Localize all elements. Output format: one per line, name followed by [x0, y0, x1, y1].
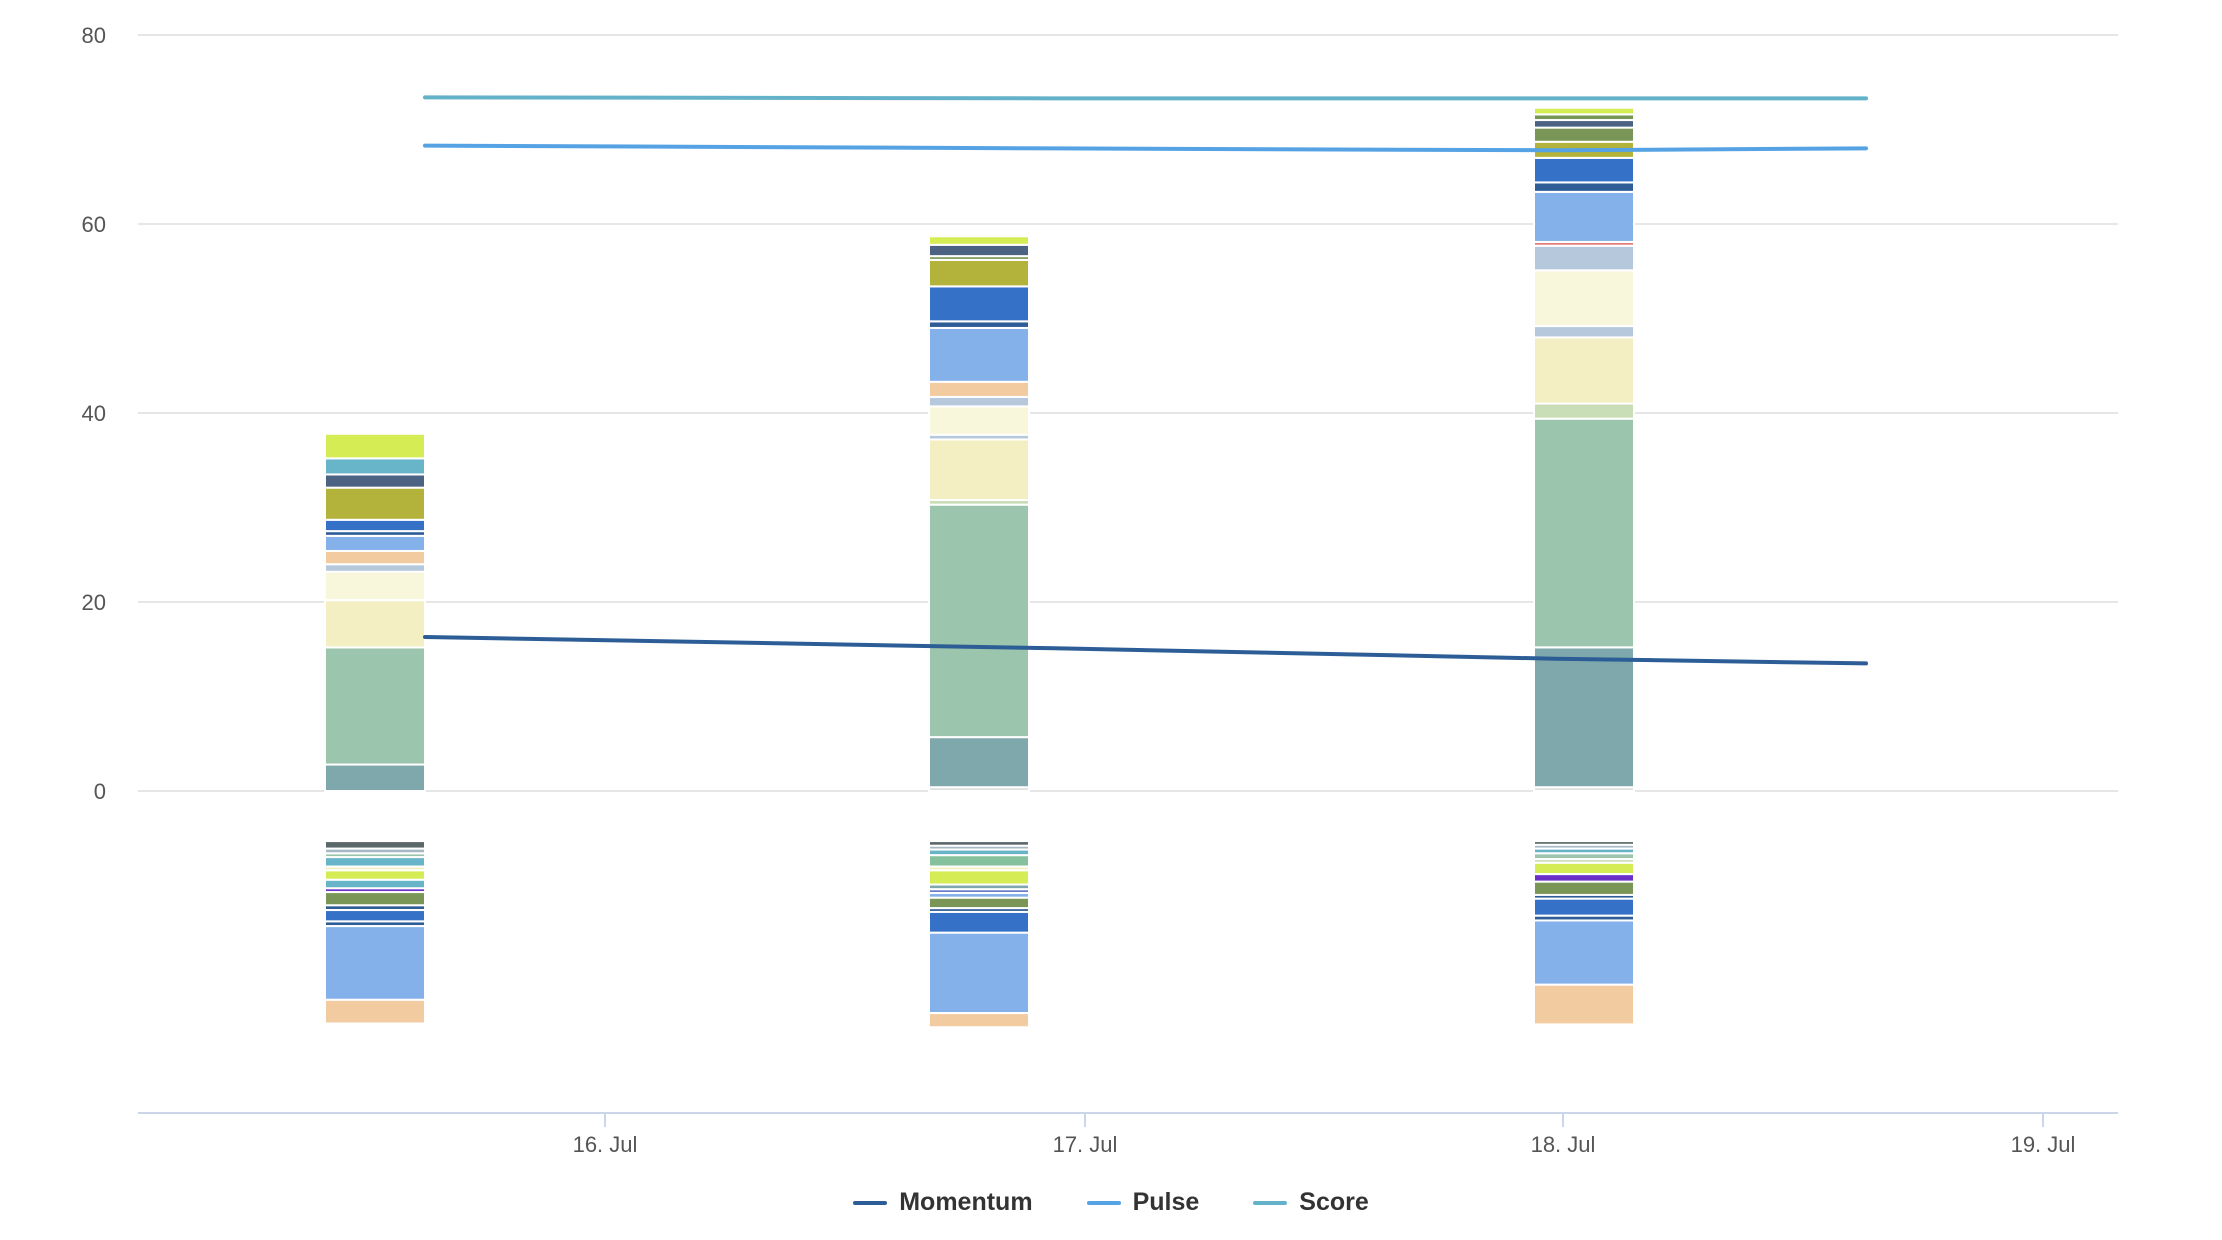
legend-label-score: Score	[1299, 1188, 1369, 1216]
bar-segment-positive	[1533, 269, 1635, 328]
bar-segment-positive	[928, 380, 1030, 398]
bar-segment-negative	[324, 856, 426, 868]
bar-segment-negative	[1533, 873, 1635, 883]
bar-segment-negative	[928, 910, 1030, 934]
bar-segment-positive	[324, 646, 426, 766]
x-tick-label: 18. Jul	[1531, 1132, 1596, 1157]
bar-segment-positive	[324, 473, 426, 489]
bar-segment-positive	[324, 563, 426, 573]
bar-segment-positive	[1533, 181, 1635, 193]
bar-segment-positive	[1533, 106, 1635, 116]
bar-segment-negative	[928, 896, 1030, 910]
bar-segment-negative	[1533, 919, 1635, 986]
bar-segment-positive	[324, 457, 426, 476]
bar-segment-positive	[928, 243, 1030, 258]
bar-segment-negative	[324, 998, 426, 1025]
y-tick-label: 0	[94, 779, 106, 804]
bar-segment-negative	[928, 1012, 1030, 1029]
y-tick-label: 20	[82, 590, 106, 615]
bar-segment-negative	[1533, 861, 1635, 876]
legend-label-pulse: Pulse	[1132, 1188, 1200, 1216]
bar-segment-positive	[928, 503, 1030, 739]
bar-segment-positive	[324, 486, 426, 521]
y-tick-label: 80	[82, 23, 106, 48]
legend-swatch-momentum	[853, 1200, 888, 1205]
bar-segment-positive	[1533, 190, 1635, 243]
legend-item-pulse[interactable]: Pulse	[1086, 1188, 1200, 1217]
line-series-pulse	[423, 143, 1868, 153]
bar-segment-positive	[928, 258, 1030, 288]
axis-layer: 80 60 40 20 0 16. Jul 17. Jul 18. Jul 19. Jul	[82, 23, 2118, 1157]
y-tick-label: 60	[82, 212, 106, 237]
bar-segment-positive	[1533, 402, 1635, 420]
bar-segment-positive	[1533, 325, 1635, 339]
x-tick-label: 17. Jul	[1053, 1132, 1118, 1157]
bar-segment-positive	[928, 736, 1030, 789]
legend-label-momentum: Momentum	[899, 1188, 1033, 1216]
bar-segment-negative	[324, 925, 426, 1001]
bar-segment-negative	[324, 909, 426, 923]
bar-segment-negative	[1533, 983, 1635, 1026]
lines-layer	[423, 95, 1868, 666]
bar-segment-positive	[324, 570, 426, 602]
bar-segment-positive	[928, 438, 1030, 501]
bar-segment-negative	[324, 878, 426, 890]
bar-segment-positive	[1533, 646, 1635, 789]
bar-segment-positive	[928, 285, 1030, 323]
legend-swatch-score	[1253, 1200, 1288, 1205]
bar-segment-negative	[928, 931, 1030, 1015]
x-tick-label: 16. Jul	[573, 1132, 638, 1157]
bar-segment-positive	[928, 395, 1030, 408]
grid-layer	[138, 34, 2118, 792]
bar-segment-positive	[1533, 417, 1635, 649]
line-series-momentum	[423, 634, 1868, 666]
bar-segment-positive	[1533, 119, 1635, 129]
bar-segment-positive	[1533, 126, 1635, 143]
bar-segment-positive	[324, 599, 426, 649]
bar-segment-negative	[928, 869, 1030, 886]
bar-segment-positive	[928, 405, 1030, 436]
bar-segment-positive	[324, 518, 426, 533]
line-series-score	[423, 95, 1868, 101]
bar-segment-negative	[324, 869, 426, 881]
bar-segment-negative	[928, 854, 1030, 868]
legend-item-score[interactable]: Score	[1253, 1188, 1369, 1217]
bar-segment-negative	[1533, 897, 1635, 917]
chart-legend: Momentum Pulse Score	[0, 1188, 2222, 1217]
legend-swatch-pulse	[1086, 1200, 1121, 1205]
bar-segment-positive	[1533, 336, 1635, 405]
legend-item-momentum[interactable]: Momentum	[853, 1188, 1033, 1217]
bar-segment-positive	[324, 549, 426, 566]
bar-segment-negative	[1533, 880, 1635, 896]
bar-segment-negative	[324, 840, 426, 850]
bar-segment-positive	[1533, 244, 1635, 272]
x-tick-label: 19. Jul	[2011, 1132, 2076, 1157]
bar-segment-positive	[324, 432, 426, 460]
bars-layer	[324, 106, 1635, 1029]
bar-segment-positive	[324, 763, 426, 792]
bar-segment-positive	[1533, 156, 1635, 184]
y-tick-label: 40	[82, 401, 106, 426]
bar-segment-positive	[324, 534, 426, 552]
bar-segment-positive	[928, 235, 1030, 246]
bar-segment-positive	[928, 326, 1030, 383]
bar-segment-negative	[324, 891, 426, 907]
